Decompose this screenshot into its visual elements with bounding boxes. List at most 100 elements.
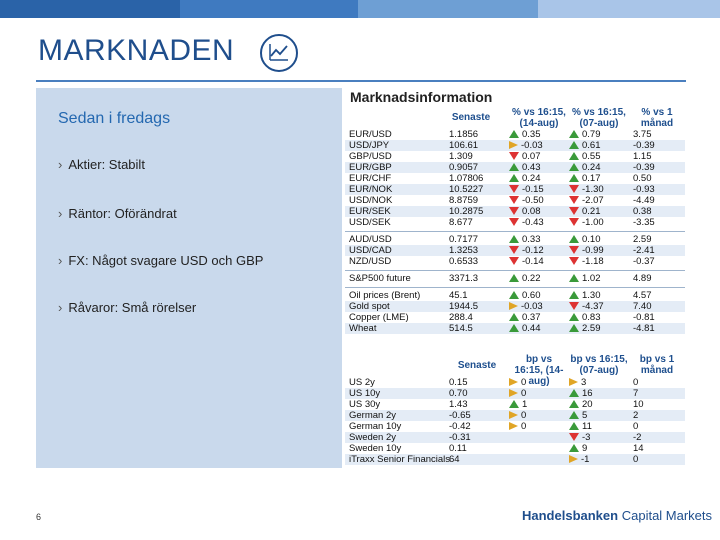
table-cell: EUR/GBP [349,162,392,173]
chevron-right-icon: › [58,157,63,172]
table-cell: 0 [633,454,639,465]
col-header-14aug-rates: bp vs 16:15, (14-aug) [514,354,564,387]
table-cell: 45.1 [449,290,468,301]
chevron-right-icon: › [58,206,63,221]
table-cell: 0 [521,388,527,399]
table-cell: -2 [633,432,642,443]
table-row: EUR/GBP 0.9057 0.43 0.24 -0.39 [345,162,685,173]
arrow-down-icon [509,246,519,255]
table-cell: USD/JPY [349,140,390,151]
arrow-up-icon [569,313,579,322]
table-row: EUR/SEK 10.2875 0.08 0.21 0.38 [345,206,685,217]
table-cell: 1.43 [449,399,468,410]
table-row: Sweden 2y -0.31 -3 -2 [345,432,685,443]
table-cell: -0.03 [521,301,543,312]
table-cell: 0.60 [522,290,541,301]
table-row: US 2y 0.15 0 3 0 [345,377,685,388]
table-cell: 0.9057 [449,162,479,173]
table-cell: 10 [633,399,644,410]
table-cell: 0.22 [522,273,541,284]
table-cell: 0.50 [633,173,652,184]
table-cell: -0.50 [522,195,544,206]
arrow-up-icon [569,174,579,183]
arrow-down-icon [509,218,519,227]
table-cell: -4.81 [633,323,655,334]
title-divider [36,80,686,82]
table-row: USD/NOK 8.8759 -0.50 -2.07 -4.49 [345,195,685,206]
table-cell: USD/CAD [349,245,392,256]
table-cell: 9 [582,443,588,454]
table-cell: 7.40 [633,301,652,312]
table-cell: EUR/SEK [349,206,391,217]
table-cell: 2.59 [633,234,652,245]
col-header-07aug-rates: bp vs 16:15, (07-aug) [570,354,628,376]
table-cell: 0.35 [522,129,541,140]
table-cell: -0.39 [633,162,655,173]
table-cell: 1.309 [449,151,473,162]
table-cell: 3.75 [633,129,652,140]
table-cell: 4.57 [633,290,652,301]
table-row: Wheat 514.5 0.44 2.59 -4.81 [345,323,685,334]
table-cell: 10.2875 [449,206,484,217]
page-title: MARKNADEN [38,34,235,67]
table-cell: 0.37 [522,312,541,323]
table-cell: 0 [521,377,527,388]
arrow-down-icon [569,207,579,216]
table-cell: 0 [521,410,527,421]
col-header-month-rates: bp vs 1 månad [639,354,675,376]
arrow-down-icon [509,257,519,266]
table-cell: 1.07806 [449,173,484,184]
arrow-up-icon [509,130,519,139]
arrow-up-icon [569,274,579,283]
table-cell: -0.42 [449,421,471,432]
table-cell: -0.39 [633,140,655,151]
col-header-month: % vs 1 månad [640,107,674,129]
arrow-down-icon [509,185,519,194]
table-cell: USD/SEK [349,217,391,228]
table-cell: -0.81 [633,312,655,323]
table-cell: 0.70 [449,388,468,399]
table-cell: 7 [633,388,639,399]
arrow-up-icon [569,291,579,300]
page-number: 6 [36,512,42,522]
table-cell: -1 [581,454,590,465]
table-cell: Gold spot [349,301,390,312]
table-row: US 10y 0.70 0 16 7 [345,388,685,399]
col-header-07aug: % vs 16:15, (07-aug) [572,107,626,129]
arrow-up-icon [569,389,579,398]
table-cell: 10.5227 [449,184,484,195]
table-row: Sweden 10y 0.11 9 14 [345,443,685,454]
table-cell: 0.6533 [449,256,479,267]
table-cell: -1.18 [582,256,604,267]
arrow-right-icon [509,378,518,387]
table-row: German 2y -0.65 0 5 2 [345,410,685,421]
table-cell: 0.08 [522,206,541,217]
arrow-down-icon [569,302,579,311]
arrow-up-icon [569,324,579,333]
table-cell: 8.677 [449,217,473,228]
table-cell: 0.24 [582,162,601,173]
table-cell: 0.24 [522,173,541,184]
arrow-right-icon [509,302,518,311]
table-cell: Sweden 10y [349,443,402,454]
arrow-up-icon [509,313,519,322]
table-cell: 0.10 [582,234,601,245]
arrow-up-icon [569,130,579,139]
table-cell: Copper (LME) [349,312,409,323]
bullet-item: › Aktier: Stabilt [58,157,145,172]
chart-trend-icon [260,34,298,72]
arrow-up-icon [509,174,519,183]
table-cell: 0.43 [522,162,541,173]
table-cell: 1.30 [582,290,601,301]
arrow-up-icon [569,163,579,172]
table-row: EUR/USD 1.1856 0.35 0.79 3.75 [345,129,685,140]
table-cell: EUR/NOK [349,184,393,195]
table-cell: 0.44 [522,323,541,334]
arrow-up-icon [569,444,579,453]
arrow-up-icon [509,235,519,244]
table-cell: 0.07 [522,151,541,162]
arrow-up-icon [569,400,579,409]
table-cell: Wheat [349,323,377,334]
table-cell: 5 [582,410,588,421]
arrow-up-icon [509,291,519,300]
